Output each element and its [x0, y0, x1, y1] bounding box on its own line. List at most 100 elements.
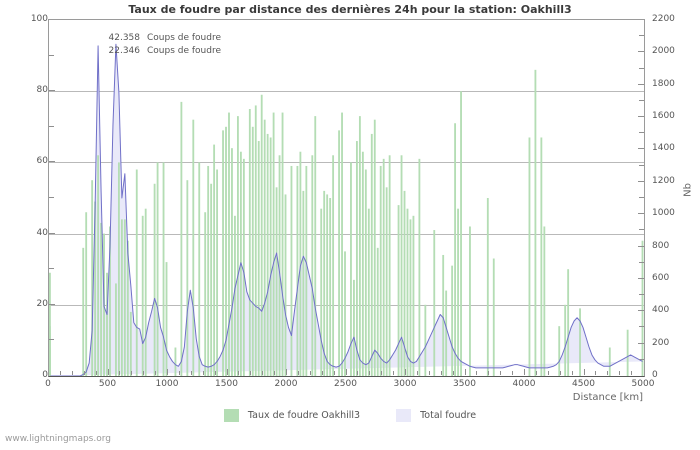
tick-mark — [639, 229, 644, 230]
tick-mark — [286, 369, 287, 375]
y-axis-left-tick-label: 100 — [30, 14, 48, 24]
tick-mark — [215, 371, 216, 375]
tick-mark — [322, 371, 323, 375]
tick-mark — [638, 116, 644, 117]
tick-mark — [639, 262, 644, 263]
tick-mark — [638, 310, 644, 311]
tick-mark — [49, 126, 54, 127]
tick-mark — [500, 371, 501, 375]
tick-mark — [512, 371, 513, 375]
y-axis-left-tick-label: 80 — [36, 85, 48, 96]
x-axis-tick-label: 4000 — [512, 379, 536, 389]
tick-mark — [191, 371, 192, 375]
tick-mark — [560, 371, 561, 375]
tick-mark — [548, 371, 549, 375]
tick-mark — [524, 369, 525, 375]
tick-mark — [49, 304, 55, 305]
y-axis-right-tick-label: 200 — [652, 337, 670, 348]
y-axis-right-tick-label: 0 — [652, 370, 658, 380]
plot-inner — [49, 20, 644, 376]
y-axis-right-tick-label: 400 — [652, 305, 670, 316]
tick-mark — [155, 371, 156, 375]
legend-label: Taux de foudre Oakhill3 — [247, 410, 361, 421]
tick-mark — [143, 371, 144, 375]
tick-mark — [393, 371, 394, 375]
tick-mark — [49, 55, 54, 56]
legend-swatch-1 — [223, 409, 239, 422]
legend-label: Total foudre — [420, 410, 477, 421]
tick-mark — [60, 371, 61, 375]
tick-mark — [274, 371, 275, 375]
tick-mark — [639, 100, 644, 101]
plot-area — [48, 19, 645, 377]
x-axis-title: Distance [km] — [572, 392, 643, 403]
tick-mark — [572, 371, 573, 375]
y-axis-right-tick-label: 800 — [652, 240, 670, 251]
y-axis-left-tick-label: 60 — [36, 156, 48, 167]
tick-mark — [441, 371, 442, 375]
y-axis-right-tick-label: 2200 — [652, 14, 675, 24]
tick-mark — [639, 165, 644, 166]
tick-mark — [639, 294, 644, 295]
x-axis-tick-label: 3500 — [453, 379, 476, 389]
legend-item[interactable]: Taux de foudre Oakhill3 — [223, 409, 361, 422]
y-axis-right-title: Nb — [682, 183, 694, 197]
y-axis-right-tick-label: 1000 — [652, 208, 675, 219]
tick-mark — [595, 371, 596, 375]
x-axis-tick-label: 5000 — [631, 379, 655, 389]
tick-mark — [250, 371, 251, 375]
tick-mark — [167, 369, 168, 375]
tick-mark — [638, 181, 644, 182]
tick-mark — [298, 371, 299, 375]
tick-mark — [262, 371, 263, 375]
tick-mark — [607, 371, 608, 375]
tick-mark — [465, 369, 466, 375]
x-axis-tick-label: 0 — [45, 379, 51, 389]
legend-item[interactable]: Total foudre — [396, 409, 476, 422]
tick-mark — [639, 197, 644, 198]
tick-mark — [476, 371, 477, 375]
y-axis-right-tick-label: 1400 — [652, 143, 675, 154]
x-axis-tick-label: 500 — [98, 379, 117, 389]
tick-mark — [429, 371, 430, 375]
tick-mark — [227, 369, 228, 375]
tick-mark — [96, 371, 97, 375]
tick-mark — [584, 369, 585, 375]
tick-mark — [619, 371, 620, 375]
tick-mark — [453, 371, 454, 375]
tick-mark — [369, 371, 370, 375]
tick-mark — [639, 35, 644, 36]
footer-watermark: www.lightningmaps.org — [5, 434, 111, 444]
tick-mark — [334, 371, 335, 375]
x-axis-tick-label: 2000 — [274, 379, 298, 389]
tick-mark — [381, 371, 382, 375]
tick-mark — [638, 343, 644, 344]
y-axis-right-tick-label: 2000 — [652, 46, 675, 57]
plot-svg — [49, 43, 644, 376]
y-axis-right-tick-label: 1200 — [652, 175, 675, 186]
tick-mark — [49, 339, 54, 340]
chart-title: Taux de foudre par distance des dernière… — [128, 3, 572, 16]
tick-mark — [638, 213, 644, 214]
x-axis-tick-label: 4500 — [572, 379, 595, 389]
tick-mark — [203, 371, 204, 375]
tick-mark — [638, 148, 644, 149]
tick-mark — [639, 326, 644, 327]
y-axis-left-tick-label: 40 — [36, 227, 48, 238]
tick-mark — [631, 371, 632, 375]
x-axis-tick-label: 1500 — [215, 379, 238, 389]
tick-mark — [72, 371, 73, 375]
x-axis-tick-label: 3000 — [393, 379, 417, 389]
legend-swatch-2 — [396, 409, 412, 422]
y-axis-left-tick-label: 0 — [42, 370, 48, 380]
tick-mark — [49, 197, 54, 198]
tick-mark — [488, 371, 489, 375]
x-axis-tick-label: 2500 — [334, 379, 357, 389]
tick-mark — [179, 371, 180, 375]
tick-mark — [49, 161, 55, 162]
tick-mark — [639, 68, 644, 69]
tick-mark — [357, 371, 358, 375]
y-axis-left-tick-label: 20 — [36, 298, 48, 309]
x-axis-tick-label: 1000 — [155, 379, 179, 389]
